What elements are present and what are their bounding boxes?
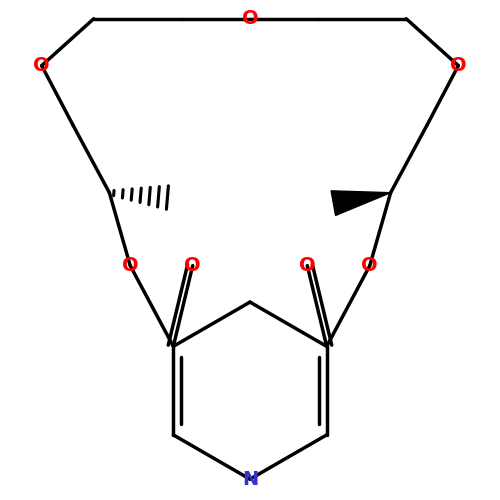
Polygon shape — [331, 191, 390, 216]
Text: O: O — [299, 256, 316, 275]
Text: O: O — [184, 256, 201, 275]
Text: O: O — [242, 10, 258, 29]
Text: O: O — [122, 256, 138, 275]
Text: O: O — [450, 56, 466, 75]
Text: N: N — [242, 470, 258, 488]
Text: O: O — [362, 256, 378, 275]
Text: O: O — [34, 56, 50, 75]
